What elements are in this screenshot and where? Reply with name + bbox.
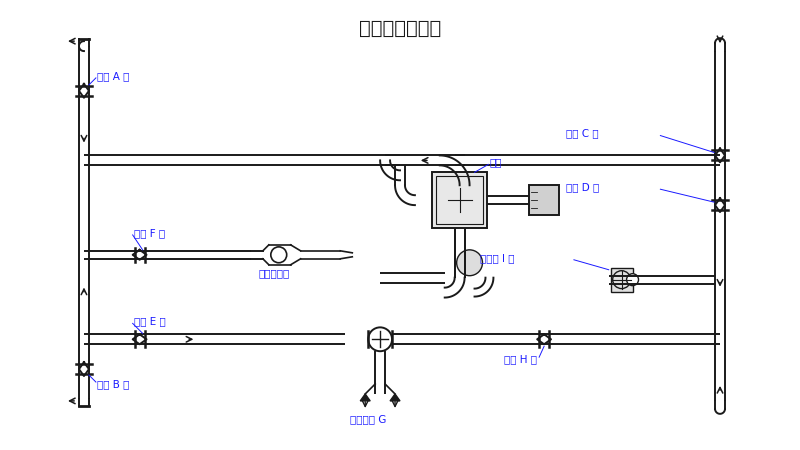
Bar [432, 172, 487, 228]
Polygon shape [715, 148, 725, 162]
Circle shape [626, 274, 638, 286]
Bar [436, 176, 483, 224]
Text: 球阀 E 开: 球阀 E 开 [134, 316, 166, 326]
Circle shape [457, 250, 482, 276]
Circle shape [368, 327, 392, 351]
Bar [529, 185, 559, 215]
Text: 球阀 B 开: 球阀 B 开 [97, 379, 130, 389]
Polygon shape [79, 84, 89, 98]
Text: 消防栓 I 关: 消防栓 I 关 [479, 253, 514, 263]
Polygon shape [360, 394, 370, 401]
Bar [610, 268, 633, 292]
Polygon shape [133, 334, 146, 344]
Polygon shape [133, 250, 146, 260]
Text: 三通球阀 G: 三通球阀 G [350, 414, 386, 424]
Polygon shape [390, 394, 400, 401]
Polygon shape [715, 198, 725, 212]
Text: 球阀 F 关: 球阀 F 关 [134, 228, 165, 238]
Polygon shape [537, 334, 551, 344]
Polygon shape [79, 362, 89, 376]
Text: 水泵: 水泵 [490, 158, 502, 167]
Text: 球阀 D 开: 球阀 D 开 [566, 182, 599, 192]
Text: 球阀 C 开: 球阀 C 开 [566, 129, 598, 139]
Text: 球阀 H 关: 球阀 H 关 [504, 354, 538, 364]
Text: 洒水、浇灌花木: 洒水、浇灌花木 [359, 19, 441, 38]
Text: 洒水炮出口: 洒水炮出口 [259, 268, 290, 278]
Text: 球阀 A 开: 球阀 A 开 [97, 71, 130, 81]
